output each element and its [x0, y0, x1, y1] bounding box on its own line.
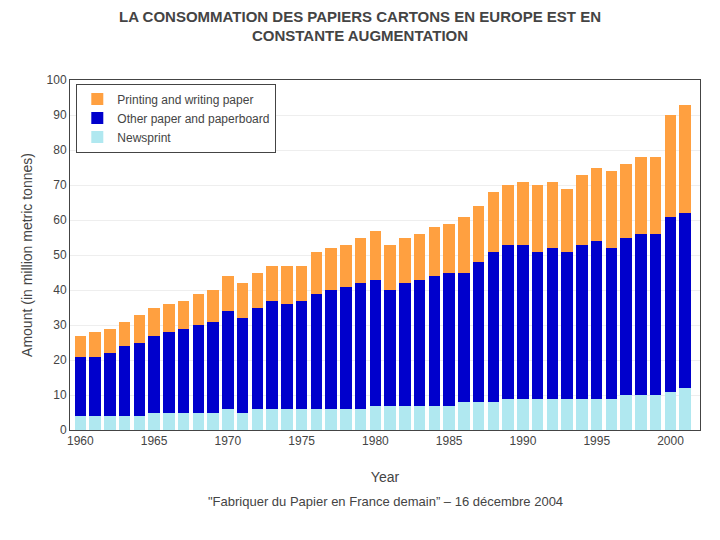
svg-text:40: 40: [53, 283, 67, 297]
svg-text:1970: 1970: [215, 434, 242, 448]
svg-text:1980: 1980: [362, 434, 389, 448]
svg-text:1975: 1975: [288, 434, 315, 448]
svg-text:Printing and writing paper: Printing and writing paper: [117, 93, 253, 107]
svg-text:30: 30: [53, 318, 67, 332]
svg-text:90: 90: [53, 108, 67, 122]
svg-text:"Fabriquer du Papier en France: "Fabriquer du Papier en France demain” –…: [208, 494, 563, 509]
svg-text:1985: 1985: [436, 434, 463, 448]
svg-text:1965: 1965: [141, 434, 168, 448]
svg-text:20: 20: [53, 353, 67, 367]
svg-text:Year: Year: [371, 469, 400, 485]
svg-text:50: 50: [53, 248, 67, 262]
svg-text:Newsprint: Newsprint: [117, 131, 171, 145]
svg-text:1960: 1960: [67, 434, 94, 448]
svg-text:1995: 1995: [583, 434, 610, 448]
svg-text:Amount (in million metric tonn: Amount (in million metric tonnes): [19, 153, 35, 357]
svg-text:LA CONSOMMATION DES PAPIERS CA: LA CONSOMMATION DES PAPIERS CARTONS EN E…: [119, 8, 601, 45]
svg-text:2000: 2000: [657, 434, 684, 448]
svg-text:1990: 1990: [510, 434, 537, 448]
svg-text:80: 80: [53, 143, 67, 157]
svg-text:100: 100: [47, 73, 67, 87]
svg-text:70: 70: [53, 178, 67, 192]
svg-text:0: 0: [60, 423, 67, 437]
svg-text:60: 60: [53, 213, 67, 227]
svg-text:10: 10: [53, 388, 67, 402]
svg-text:Other paper and paperboard: Other paper and paperboard: [117, 112, 269, 126]
